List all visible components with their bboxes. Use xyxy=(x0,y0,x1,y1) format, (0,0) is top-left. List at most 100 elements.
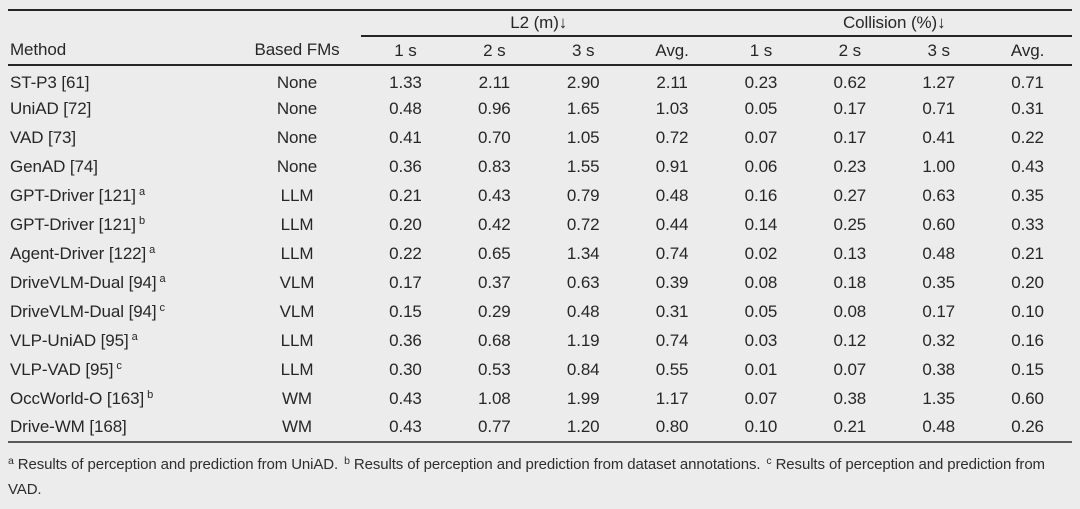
col-value-cell: 0.16 xyxy=(1011,330,1044,350)
table-row: DriveVLM-Dual [94] c VLM 0.15 0.29 0.48 0.31 0.… xyxy=(8,297,1072,326)
table-body: ST-P3 [61] None 1.33 2.11 2.90 2.11 0.23 0.62 1.… xyxy=(8,65,1072,443)
l2-value-cell: 0.36 xyxy=(389,330,422,350)
col-value-cell: 0.35 xyxy=(1011,185,1044,205)
method-name: DriveVLM-Dual [94] xyxy=(10,272,157,292)
col-value-cell: 0.17 xyxy=(833,127,867,147)
based-fm-cell: LLM xyxy=(280,243,314,263)
based-fm-cell: None xyxy=(276,127,318,147)
col-value-cell: 0.02 xyxy=(744,243,778,263)
footnote-marker: a xyxy=(131,330,138,343)
col-value-cell: 0.35 xyxy=(922,272,956,292)
col-header-l2-1s: 1 s xyxy=(361,36,450,66)
method-cell: Drive-WM [168] xyxy=(8,413,233,443)
l2-value-cell: 0.68 xyxy=(477,330,511,350)
col-header-collision-avg: Avg. xyxy=(983,36,1072,66)
method-cell: VLP-UniAD [95] a xyxy=(8,326,233,355)
footnote-text: Results of perception and prediction fro… xyxy=(353,456,761,473)
col-group-l2: L2 (m)↓ xyxy=(361,10,717,37)
footnote-marker: a xyxy=(159,272,166,285)
col-value-cell: 0.12 xyxy=(833,330,867,350)
method-cell: DriveVLM-Dual [94] a xyxy=(8,268,233,297)
method-name: VAD [73] xyxy=(10,127,76,147)
l2-value-cell: 0.63 xyxy=(566,272,600,292)
col-value-cell: 0.23 xyxy=(833,156,867,176)
footnote-marker: b xyxy=(147,388,154,401)
col-value-cell: 0.21 xyxy=(1011,243,1044,263)
l2-value-cell: 0.72 xyxy=(655,127,689,147)
method-name: VLP-UniAD [95] xyxy=(10,330,129,350)
col-value-cell: 0.17 xyxy=(833,98,867,118)
table-row: GenAD [74] None 0.36 0.83 1.55 0.91 0.06 0.23 1.… xyxy=(8,152,1072,181)
footnote-text: Results of perception and prediction fro… xyxy=(8,456,1045,498)
l2-value-cell: 1.65 xyxy=(566,98,600,118)
col-value-cell: 0.13 xyxy=(833,243,867,263)
method-cell: VAD [73] xyxy=(8,123,233,152)
col-header-collision-1s: 1 s xyxy=(716,36,806,66)
col-value-cell: 0.20 xyxy=(1011,272,1044,292)
l2-value-cell: 0.44 xyxy=(655,214,689,234)
footnote-marker: b xyxy=(344,455,350,467)
table-row: Agent-Driver [122] a LLM 0.22 0.65 1.34 0.74 0.… xyxy=(8,239,1072,268)
l2-value-cell: 0.79 xyxy=(566,185,600,205)
table-row: VAD [73] None 0.41 0.70 1.05 0.72 0.07 0.17 0.41… xyxy=(8,123,1072,152)
col-value-cell: 0.06 xyxy=(744,156,778,176)
l2-value-cell: 0.43 xyxy=(477,185,511,205)
col-value-cell: 0.27 xyxy=(833,185,867,205)
table-row: VLP-UniAD [95] a LLM 0.36 0.68 1.19 0.74 0.03 0.… xyxy=(8,326,1072,355)
col-value-cell: 0.41 xyxy=(922,127,956,147)
method-name: ST-P3 [61] xyxy=(10,72,90,92)
col-header-l2-2s: 2 s xyxy=(449,36,539,66)
col-value-cell: 0.07 xyxy=(833,359,867,379)
l2-value-cell: 2.11 xyxy=(656,72,688,92)
col-value-cell: 0.08 xyxy=(744,272,778,292)
l2-value-cell: 0.91 xyxy=(655,156,689,176)
l2-value-cell: 0.83 xyxy=(477,156,511,176)
based-fm-cell: None xyxy=(276,156,318,176)
based-fm-cell: WM xyxy=(233,413,361,443)
based-fm-cell: LLM xyxy=(280,214,314,234)
col-header-l2-avg: Avg. xyxy=(627,36,717,66)
based-fm-cell: LLM xyxy=(280,185,314,205)
l2-value-cell: 0.72 xyxy=(566,214,600,234)
col-value-cell: 0.10 xyxy=(1011,301,1044,321)
l2-value-cell: 0.84 xyxy=(566,359,600,379)
table-row: ST-P3 [61] None 1.33 2.11 2.90 2.11 0.23 0.62 1.… xyxy=(8,65,1072,94)
footnote-marker: c xyxy=(116,359,122,372)
footnote-marker: c xyxy=(766,455,772,467)
footnote-text: Results of perception and prediction fro… xyxy=(17,456,339,473)
l2-value-cell: 1.20 xyxy=(538,413,628,443)
l2-value-cell: 0.48 xyxy=(655,185,689,205)
l2-value-cell: 1.03 xyxy=(655,98,689,118)
l2-value-cell: 2.90 xyxy=(566,72,600,92)
l2-value-cell: 0.29 xyxy=(477,301,511,321)
l2-value-cell: 0.17 xyxy=(389,272,422,292)
table-header: L2 (m)↓ Collision (%)↓ Method Based FMs … xyxy=(8,10,1072,66)
based-fm-cell: VLM xyxy=(279,301,315,321)
col-value-cell: 0.17 xyxy=(922,301,956,321)
based-fm-cell: LLM xyxy=(280,359,314,379)
method-cell: DriveVLM-Dual [94] c xyxy=(8,297,233,326)
method-cell: GenAD [74] xyxy=(8,152,233,181)
footnote-marker: a xyxy=(138,185,145,198)
col-value-cell: 0.60 xyxy=(1011,388,1044,408)
l2-value-cell: 0.37 xyxy=(477,272,511,292)
l2-value-cell: 0.36 xyxy=(389,156,422,176)
method-name: GenAD [74] xyxy=(10,156,98,176)
l2-value-cell: 1.05 xyxy=(566,127,600,147)
col-value-cell: 0.16 xyxy=(744,185,778,205)
col-value-cell: 0.18 xyxy=(833,272,867,292)
l2-value-cell: 0.65 xyxy=(477,243,511,263)
l2-value-cell: 2.11 xyxy=(478,72,511,92)
footnote-marker: a xyxy=(8,455,14,467)
table-row: GPT-Driver [121] a LLM 0.21 0.43 0.79 0.48 0.16… xyxy=(8,181,1072,210)
l2-value-cell: 0.96 xyxy=(477,98,511,118)
col-header-l2-3s: 3 s xyxy=(538,36,628,66)
col-value-cell: 0.32 xyxy=(922,330,956,350)
method-name: DriveVLM-Dual [94] xyxy=(10,301,157,321)
l2-value-cell: 1.08 xyxy=(477,388,511,408)
col-value-cell: 0.15 xyxy=(1011,359,1044,379)
method-cell: GPT-Driver [121] a xyxy=(8,181,233,210)
method-cell: OccWorld-O [163] b xyxy=(8,384,233,413)
col-value-cell: 0.23 xyxy=(744,72,778,92)
col-header-method: Method xyxy=(8,36,233,66)
